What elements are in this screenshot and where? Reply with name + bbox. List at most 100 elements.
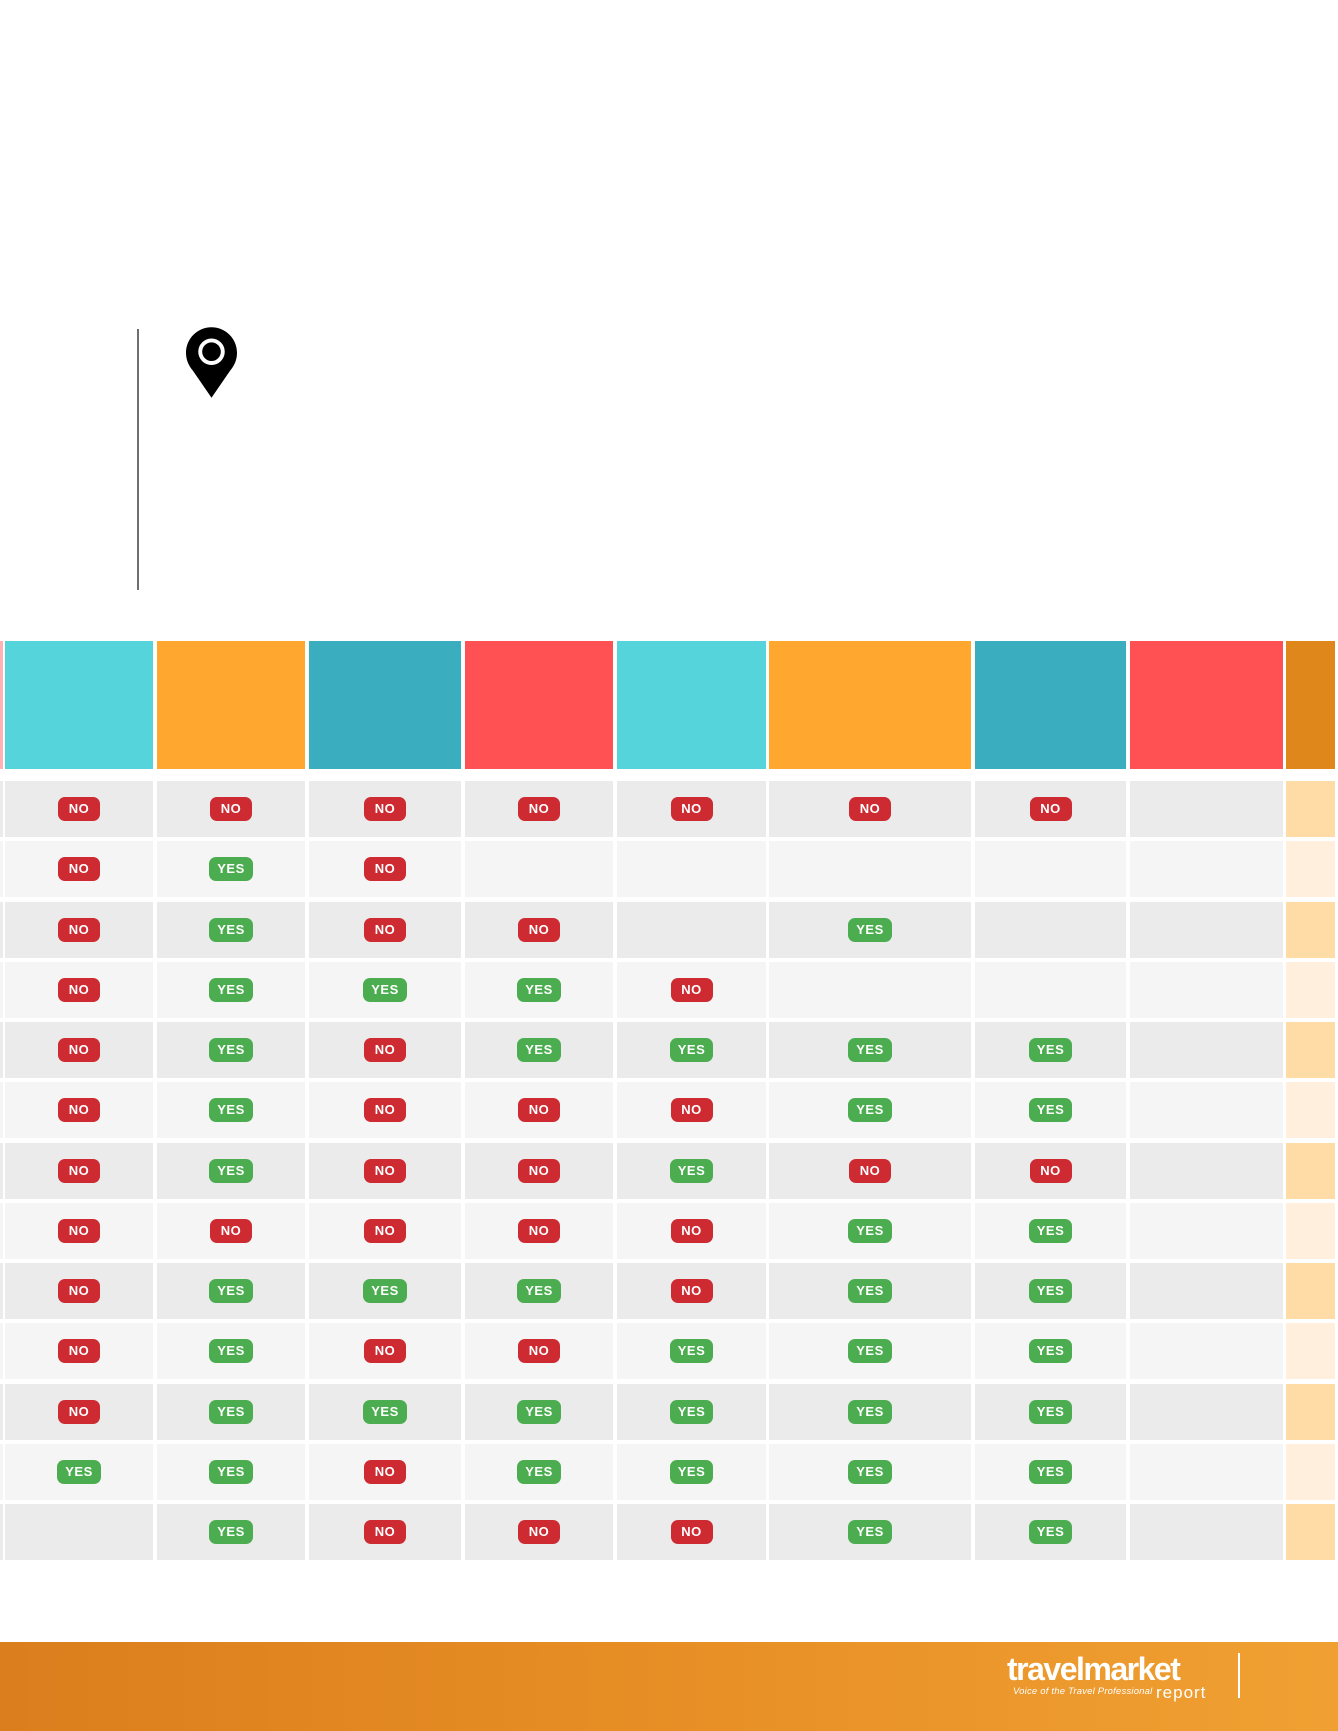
badge-no: NO — [58, 1158, 100, 1183]
table-cell: YES — [309, 961, 461, 1018]
table-cell: YES — [769, 1504, 971, 1560]
badge-no: NO — [364, 1520, 406, 1544]
badge-no: NO — [518, 1520, 560, 1544]
table-cell: NO — [465, 1142, 613, 1199]
badge-yes: YES — [517, 1459, 561, 1484]
table-cell — [1130, 901, 1283, 958]
table-header-column-7 — [975, 641, 1126, 769]
table-cell: YES — [157, 1504, 305, 1560]
table-cell — [1130, 1263, 1283, 1319]
table-cell — [0, 1263, 3, 1319]
badge-yes: YES — [209, 857, 253, 882]
badge-yes: YES — [848, 1098, 892, 1123]
badge-no: NO — [364, 1038, 406, 1062]
table-cell — [769, 841, 971, 898]
table-cell — [0, 841, 3, 898]
table-header-column-4 — [465, 641, 613, 769]
badge-no: NO — [670, 1520, 713, 1544]
badge-yes: YES — [209, 1459, 253, 1484]
table-header-cut-edge-column — [0, 641, 3, 769]
badge-no: NO — [849, 797, 891, 821]
badge-yes: YES — [848, 1339, 892, 1364]
table-cell: NO — [309, 1504, 461, 1560]
badge-yes: YES — [669, 1158, 714, 1183]
map-pin-icon — [186, 327, 237, 398]
badge-yes: YES — [1028, 1218, 1073, 1243]
badge-yes: YES — [209, 1158, 253, 1183]
table-cell: NO — [5, 1323, 153, 1380]
accent-cell — [1286, 841, 1335, 898]
table-cell: NO — [5, 1263, 153, 1319]
badge-yes: YES — [209, 1279, 253, 1303]
badge-yes: YES — [1028, 1038, 1073, 1062]
table-cell: NO — [309, 1443, 461, 1500]
table-cell: YES — [157, 1323, 305, 1380]
badge-yes: YES — [363, 977, 407, 1002]
badge-no: NO — [518, 917, 560, 942]
table-cell — [0, 1443, 3, 1500]
table-cell: YES — [617, 1323, 766, 1380]
badge-yes: YES — [363, 1279, 407, 1303]
badge-yes: YES — [848, 1038, 892, 1062]
table-header-column-6 — [769, 641, 971, 769]
table-cell — [1130, 1504, 1283, 1560]
table-cell — [1130, 1142, 1283, 1199]
table-cell: YES — [617, 1022, 766, 1078]
table-cell — [1130, 1443, 1283, 1500]
accent-cell — [1286, 1082, 1335, 1139]
badge-yes: YES — [209, 977, 253, 1002]
table-cell: YES — [975, 1443, 1126, 1500]
badge-yes: YES — [517, 1399, 561, 1424]
table-cell: NO — [465, 1082, 613, 1139]
table-cell: YES — [617, 1383, 766, 1440]
badge-no: NO — [58, 977, 100, 1002]
accent-cell — [1286, 901, 1335, 958]
table-cell — [465, 841, 613, 898]
table-cell: NO — [465, 1202, 613, 1259]
table-cell: NO — [617, 1504, 766, 1560]
accent-cell — [1286, 1443, 1335, 1500]
table-cell: NO — [309, 1082, 461, 1139]
table-cell: YES — [975, 1263, 1126, 1319]
badge-yes: YES — [848, 1520, 892, 1544]
table-cell: NO — [769, 1142, 971, 1199]
table-header-column-1 — [5, 641, 153, 769]
badge-yes: YES — [848, 917, 892, 942]
badge-no: NO — [58, 797, 100, 821]
badge-yes: YES — [1028, 1399, 1073, 1424]
table-cell: NO — [975, 781, 1126, 837]
table-cell: YES — [157, 1383, 305, 1440]
table-cell: NO — [769, 781, 971, 837]
table-cell: NO — [309, 1142, 461, 1199]
table-cell: YES — [769, 1263, 971, 1319]
badge-no: NO — [364, 797, 406, 821]
table-cell: YES — [975, 1022, 1126, 1078]
badge-no: NO — [518, 797, 560, 821]
badge-no: NO — [364, 1098, 406, 1123]
accent-cell — [1286, 1504, 1335, 1560]
badge-no: NO — [849, 1158, 891, 1183]
table-cell: YES — [5, 1443, 153, 1500]
table-cell: YES — [465, 1443, 613, 1500]
badge-yes: YES — [209, 1339, 253, 1364]
badge-no: NO — [670, 1218, 713, 1243]
comparison-table: NO NO NO NO NO NO NO NO YES NO NO YES NO NO YES NO YES YE… — [0, 641, 1338, 1560]
vertical-divider — [137, 329, 139, 590]
accent-cell — [1286, 1022, 1335, 1078]
badge-no: NO — [364, 917, 406, 942]
table-cell: NO — [157, 781, 305, 837]
table-cell — [1130, 1022, 1283, 1078]
badge-yes: YES — [848, 1459, 892, 1484]
badge-yes: YES — [363, 1399, 407, 1424]
badge-no: NO — [670, 1098, 713, 1123]
badge-yes: YES — [848, 1218, 892, 1243]
table-cell: NO — [465, 781, 613, 837]
table-header-column-5 — [617, 641, 766, 769]
accent-cell — [1286, 1323, 1335, 1380]
table-cell: YES — [769, 1443, 971, 1500]
table-cell: YES — [769, 901, 971, 958]
table-cell: NO — [5, 901, 153, 958]
table-cell: NO — [309, 841, 461, 898]
accent-cell — [1286, 1202, 1335, 1259]
badge-no: NO — [364, 1339, 406, 1364]
